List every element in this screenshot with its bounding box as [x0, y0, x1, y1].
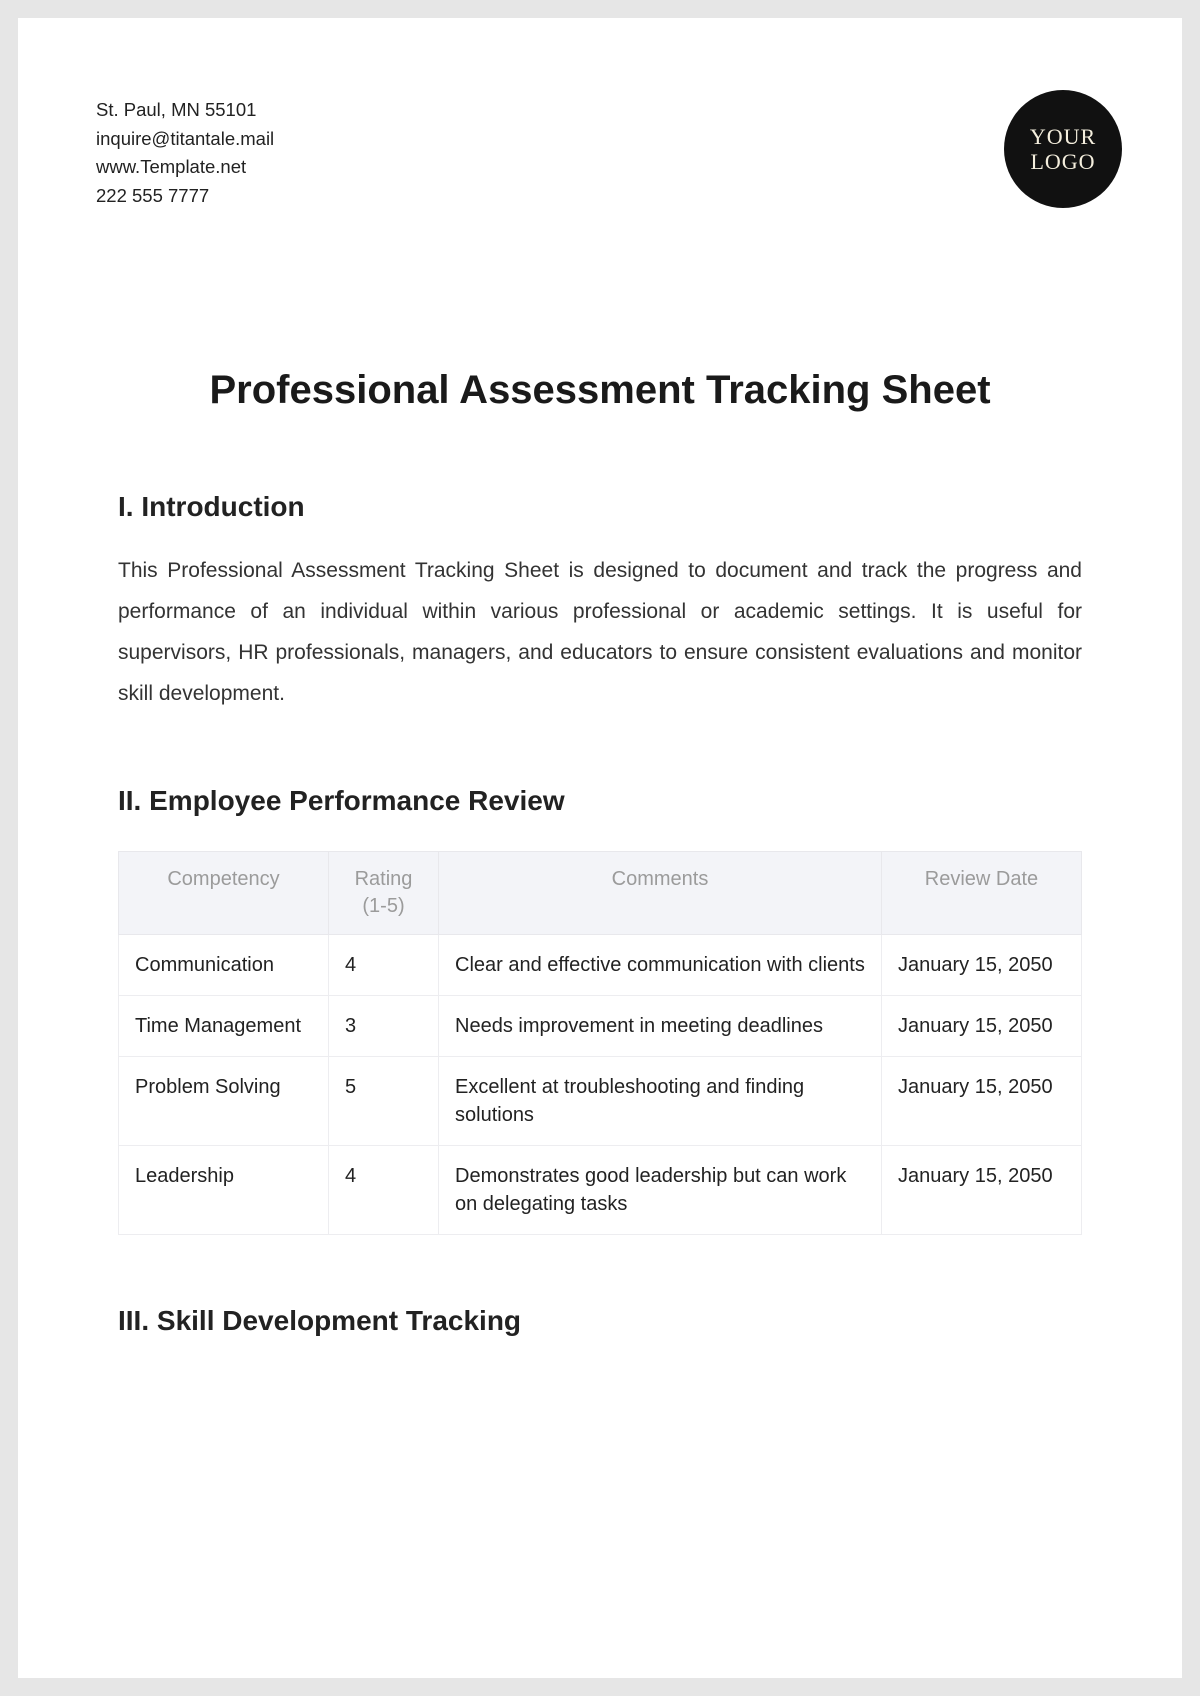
- cell-rating: 3: [329, 995, 439, 1056]
- cell-review-date: January 15, 2050: [882, 934, 1082, 995]
- cell-review-date: January 15, 2050: [882, 995, 1082, 1056]
- contact-phone: 222 555 7777: [96, 182, 274, 211]
- cell-competency: Communication: [119, 934, 329, 995]
- section-skills-heading: III. Skill Development Tracking: [118, 1305, 1082, 1337]
- col-header-rating: Rating (1-5): [329, 851, 439, 934]
- logo-badge: YOUR LOGO: [1004, 90, 1122, 208]
- table-header-row: Competency Rating (1-5) Comments Review …: [119, 851, 1082, 934]
- table-row: Communication 4 Clear and effective comm…: [119, 934, 1082, 995]
- cell-comments: Demonstrates good leadership but can wor…: [439, 1145, 882, 1234]
- col-header-competency: Competency: [119, 851, 329, 934]
- table-row: Time Management 3 Needs improvement in m…: [119, 995, 1082, 1056]
- cell-rating: 4: [329, 934, 439, 995]
- cell-rating: 5: [329, 1056, 439, 1145]
- cell-comments: Excellent at troubleshooting and finding…: [439, 1056, 882, 1145]
- cell-comments: Clear and effective communication with c…: [439, 934, 882, 995]
- cell-rating: 4: [329, 1145, 439, 1234]
- logo-line1: YOUR: [1030, 124, 1096, 149]
- col-header-comments: Comments: [439, 851, 882, 934]
- contact-address: St. Paul, MN 55101: [96, 96, 274, 125]
- contact-website: www.Template.net: [96, 153, 274, 182]
- table-row: Problem Solving 5 Excellent at troublesh…: [119, 1056, 1082, 1145]
- section-intro-body: This Professional Assessment Tracking Sh…: [118, 551, 1082, 715]
- cell-competency: Problem Solving: [119, 1056, 329, 1145]
- document-content: Professional Assessment Tracking Sheet I…: [118, 368, 1082, 1337]
- stripe-orange: [1144, 18, 1182, 318]
- contact-email: inquire@titantale.mail: [96, 125, 274, 154]
- col-header-review-date: Review Date: [882, 851, 1082, 934]
- cell-review-date: January 15, 2050: [882, 1145, 1082, 1234]
- stripe-gray: [1132, 18, 1182, 318]
- cell-comments: Needs improvement in meeting deadlines: [439, 995, 882, 1056]
- document-page: YOUR LOGO St. Paul, MN 55101 inquire@tit…: [18, 18, 1182, 1678]
- section-review-heading: II. Employee Performance Review: [118, 785, 1082, 817]
- document-title: Professional Assessment Tracking Sheet: [118, 368, 1082, 413]
- cell-review-date: January 15, 2050: [882, 1056, 1082, 1145]
- cell-competency: Time Management: [119, 995, 329, 1056]
- cell-competency: Leadership: [119, 1145, 329, 1234]
- table-row: Leadership 4 Demonstrates good leadershi…: [119, 1145, 1082, 1234]
- performance-review-table: Competency Rating (1-5) Comments Review …: [118, 851, 1082, 1235]
- section-intro-heading: I. Introduction: [118, 491, 1082, 523]
- logo-line2: LOGO: [1030, 149, 1095, 174]
- contact-block: St. Paul, MN 55101 inquire@titantale.mai…: [96, 96, 274, 211]
